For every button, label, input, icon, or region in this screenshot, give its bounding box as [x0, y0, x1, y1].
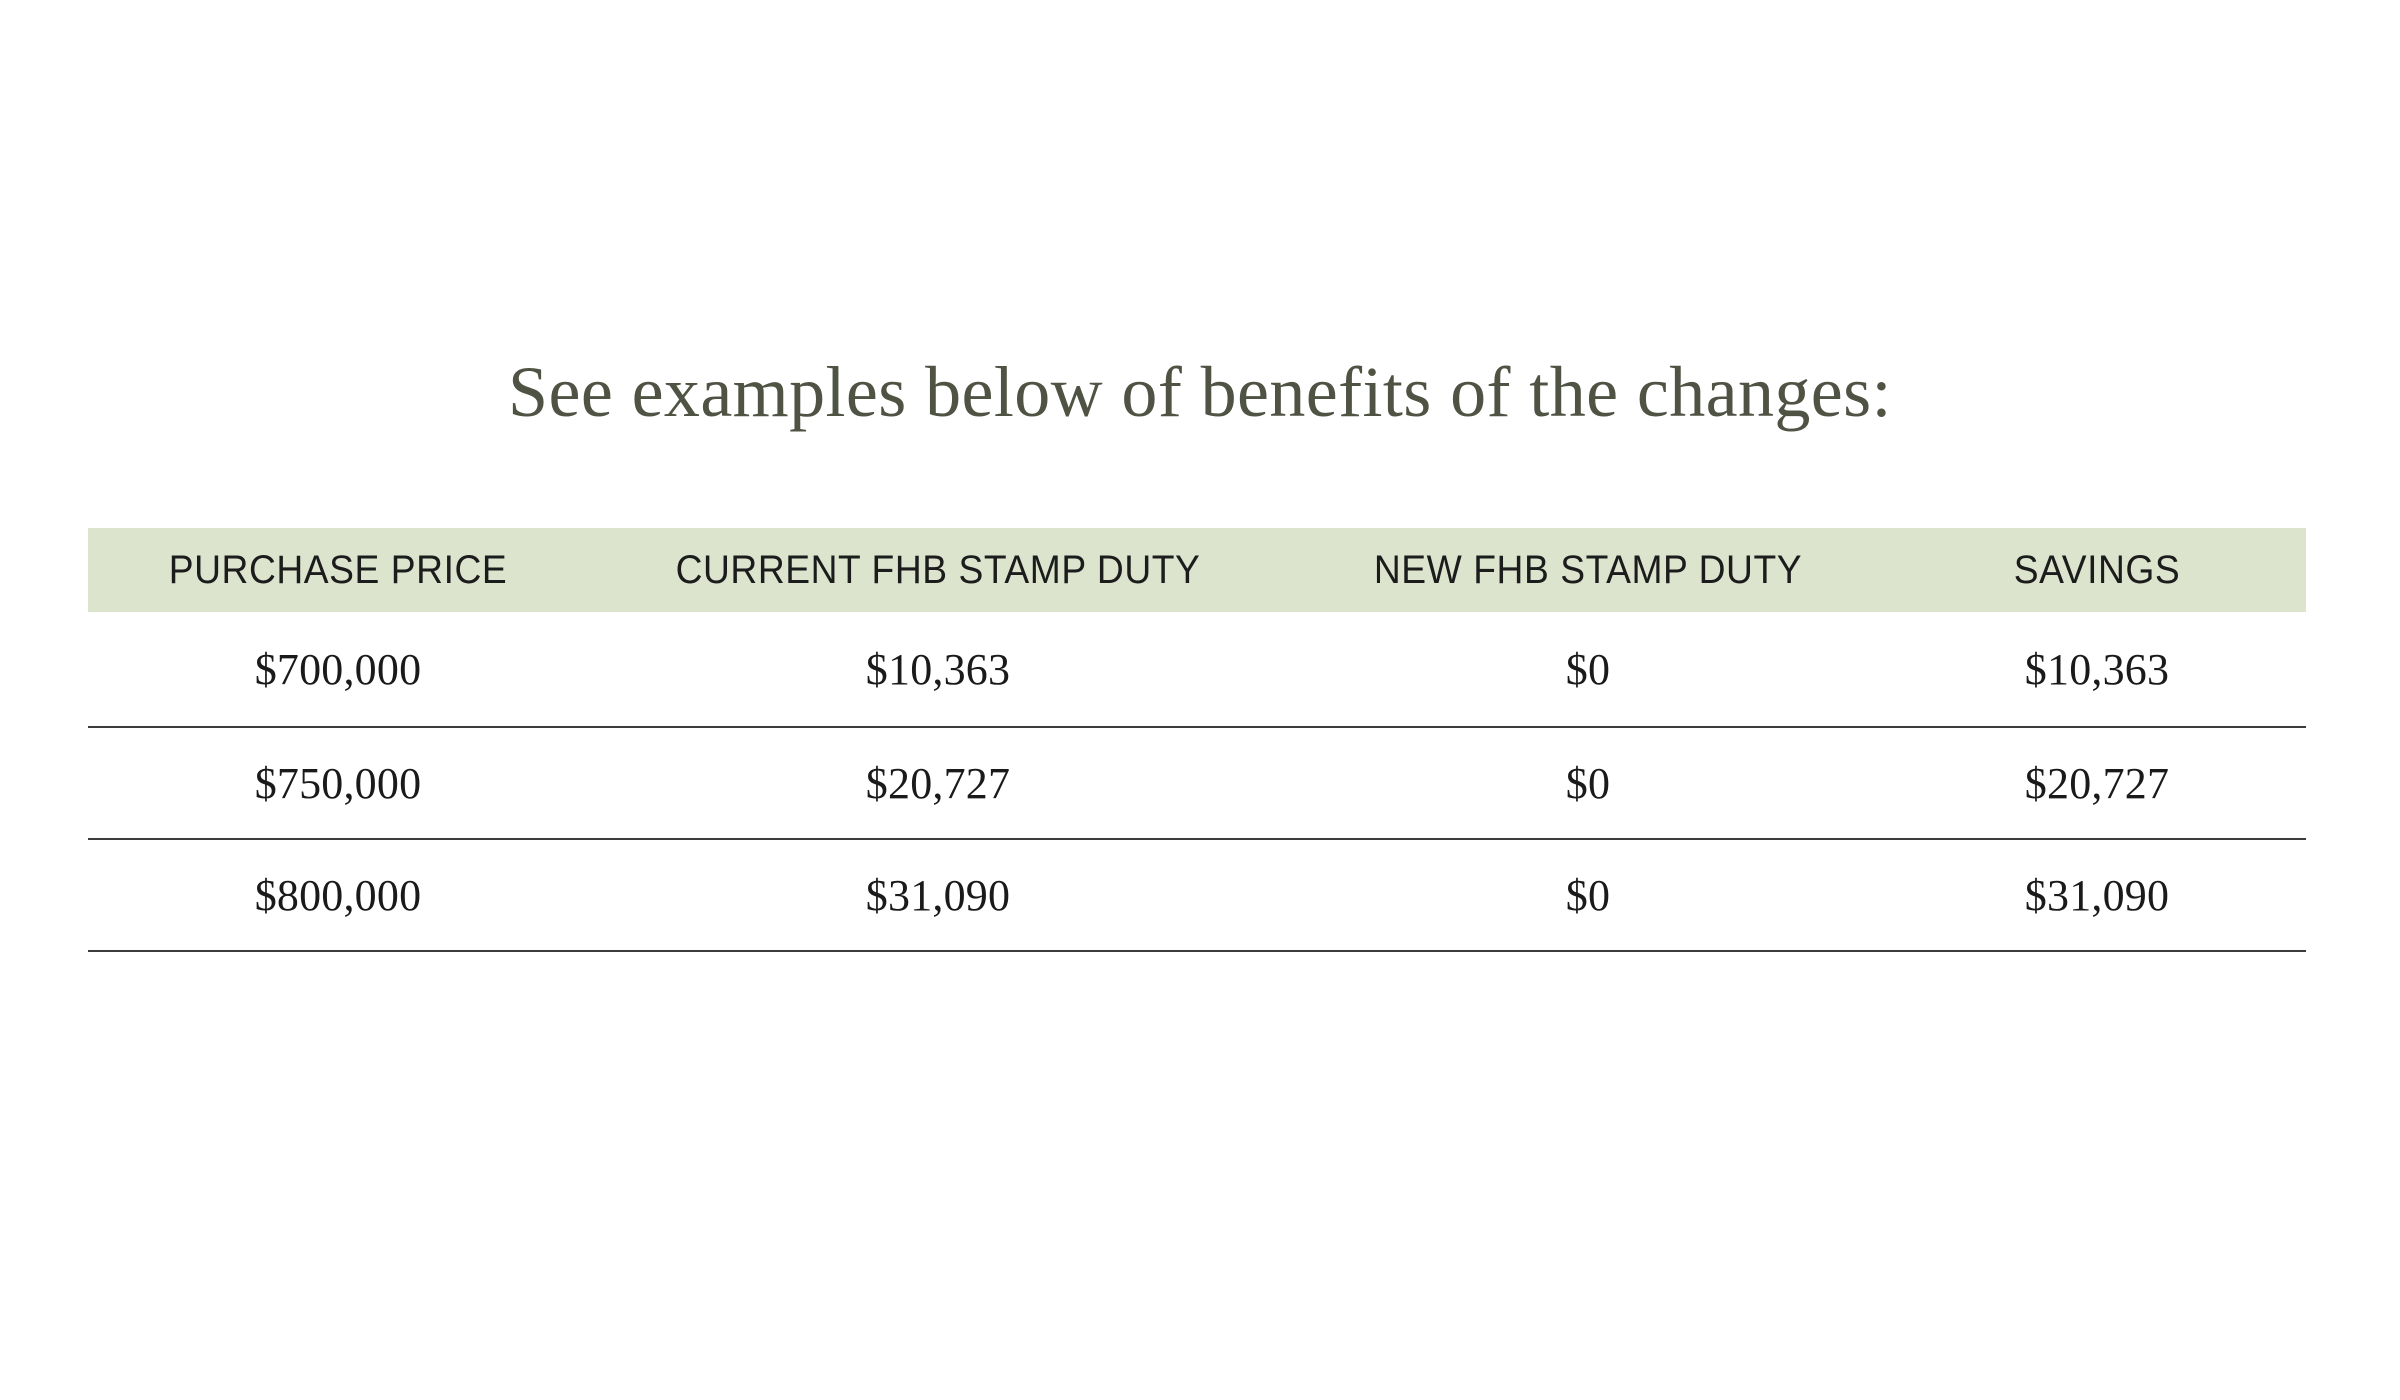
table-body: $700,000 $10,363 $0 $10,363 $750,000 $20…	[88, 612, 2306, 952]
column-header-new-fhb-stamp-duty: NEW FHB STAMP DUTY	[1373, 547, 1803, 592]
benefits-table-container: PURCHASE PRICE CURRENT FHB STAMP DUTY NE…	[88, 528, 2306, 952]
cell-purchase-price: $750,000	[88, 727, 588, 840]
table-header-row: PURCHASE PRICE CURRENT FHB STAMP DUTY NE…	[88, 528, 2306, 612]
cell-savings: $10,363	[1888, 612, 2306, 728]
cell-new-fhb-stamp-duty: $0	[1288, 839, 1888, 952]
benefits-table: PURCHASE PRICE CURRENT FHB STAMP DUTY NE…	[88, 528, 2306, 952]
cell-new-fhb-stamp-duty: $0	[1288, 612, 1888, 728]
cell-savings: $31,090	[1888, 839, 2306, 952]
table-row: $700,000 $10,363 $0 $10,363	[88, 612, 2306, 728]
table-row: $800,000 $31,090 $0 $31,090	[88, 839, 2306, 952]
column-header-savings: SAVINGS	[2013, 547, 2181, 592]
cell-new-fhb-stamp-duty: $0	[1288, 727, 1888, 840]
cell-current-fhb-stamp-duty: $31,090	[588, 839, 1288, 952]
cell-current-fhb-stamp-duty: $10,363	[588, 612, 1288, 728]
cell-current-fhb-stamp-duty: $20,727	[588, 727, 1288, 840]
page-title: See examples below of benefits of the ch…	[508, 352, 1892, 432]
column-header-purchase-price: PURCHASE PRICE	[168, 547, 508, 592]
column-header-current-fhb-stamp-duty: CURRENT FHB STAMP DUTY	[675, 547, 1201, 592]
cell-purchase-price: $800,000	[88, 839, 588, 952]
cell-savings: $20,727	[1888, 727, 2306, 840]
table-row: $750,000 $20,727 $0 $20,727	[88, 727, 2306, 840]
table-header: PURCHASE PRICE CURRENT FHB STAMP DUTY NE…	[88, 528, 2306, 612]
cell-purchase-price: $700,000	[88, 612, 588, 728]
